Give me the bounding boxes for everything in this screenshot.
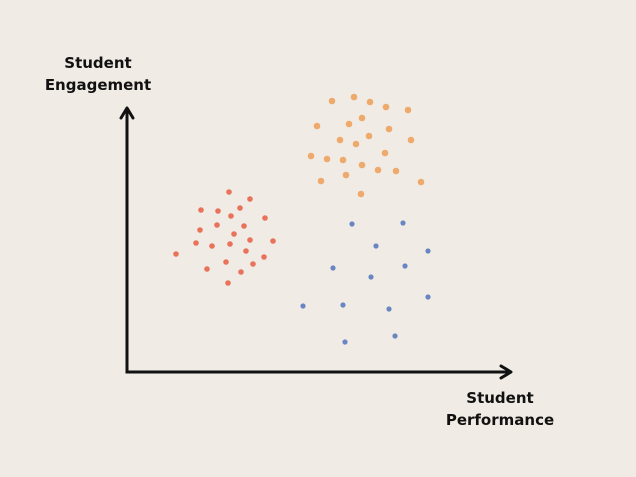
blue-cluster-point — [330, 265, 336, 271]
data-points — [173, 93, 431, 345]
axes — [119, 106, 513, 380]
orange-cluster-point — [307, 152, 315, 160]
red-cluster-point — [262, 215, 268, 221]
red-cluster-point — [250, 261, 256, 267]
red-cluster-point — [231, 231, 237, 237]
orange-cluster-point — [317, 177, 325, 185]
red-cluster-point — [198, 207, 204, 213]
orange-cluster-point — [345, 120, 353, 128]
orange-cluster-point — [339, 156, 347, 164]
orange-cluster-point — [328, 97, 336, 105]
y-axis-arrowhead — [119, 106, 135, 120]
red-cluster-point — [209, 243, 215, 249]
red-cluster-point — [238, 269, 244, 275]
y-axis-label: Student Engagement — [30, 52, 166, 96]
orange-cluster-point — [350, 93, 358, 101]
red-cluster-point — [226, 189, 232, 195]
blue-cluster-point — [340, 302, 346, 308]
blue-cluster-point — [386, 306, 392, 312]
red-cluster-point — [197, 227, 203, 233]
red-cluster-point — [225, 280, 231, 286]
blue-cluster-point — [342, 339, 348, 345]
orange-cluster-point — [374, 166, 382, 174]
orange-cluster-point — [417, 178, 425, 186]
y-axis-label-line-1: Student — [64, 54, 132, 72]
orange-cluster-point — [358, 161, 366, 169]
red-cluster-point — [215, 208, 221, 214]
orange-cluster-point — [342, 171, 350, 179]
orange-cluster-point — [381, 149, 389, 157]
orange-cluster-point — [357, 190, 365, 198]
orange-cluster-point — [352, 140, 360, 148]
blue-cluster-point — [368, 274, 374, 280]
blue-cluster-point — [425, 248, 431, 254]
red-cluster-point — [204, 266, 210, 272]
red-cluster-point — [247, 196, 253, 202]
orange-cluster-point — [365, 132, 373, 140]
orange-cluster-point — [366, 98, 374, 106]
orange-cluster-point — [392, 167, 400, 175]
orange-cluster-point — [323, 155, 331, 163]
orange-cluster-point — [404, 106, 412, 114]
orange-cluster — [307, 93, 425, 198]
blue-cluster-point — [402, 263, 408, 269]
red-cluster-point — [193, 240, 199, 246]
blue-cluster-point — [425, 294, 431, 300]
orange-cluster-point — [358, 114, 366, 122]
red-cluster-point — [214, 222, 220, 228]
y-axis-label-line-2: Engagement — [44, 76, 152, 94]
blue-cluster-point — [373, 243, 379, 249]
red-cluster — [173, 189, 276, 286]
x-axis-arrowhead — [499, 364, 513, 380]
blue-cluster-point — [400, 220, 406, 226]
red-cluster-point — [223, 259, 229, 265]
blue-cluster-point — [349, 221, 355, 227]
blue-cluster — [300, 220, 431, 345]
red-cluster-point — [243, 248, 249, 254]
red-cluster-point — [227, 241, 233, 247]
red-cluster-point — [237, 205, 243, 211]
red-cluster-point — [261, 254, 267, 260]
orange-cluster-point — [336, 136, 344, 144]
orange-cluster-point — [313, 122, 321, 130]
red-cluster-point — [270, 238, 276, 244]
red-cluster-point — [173, 251, 179, 257]
blue-cluster-point — [300, 303, 306, 309]
x-axis-label: Student Performance — [432, 387, 568, 431]
orange-cluster-point — [382, 103, 390, 111]
red-cluster-point — [241, 223, 247, 229]
red-cluster-point — [247, 237, 253, 243]
blue-cluster-point — [392, 333, 398, 339]
x-axis-label-line-2: Performance — [445, 411, 555, 429]
orange-cluster-point — [385, 125, 393, 133]
orange-cluster-point — [407, 136, 415, 144]
x-axis-label-line-1: Student — [466, 389, 534, 407]
red-cluster-point — [228, 213, 234, 219]
